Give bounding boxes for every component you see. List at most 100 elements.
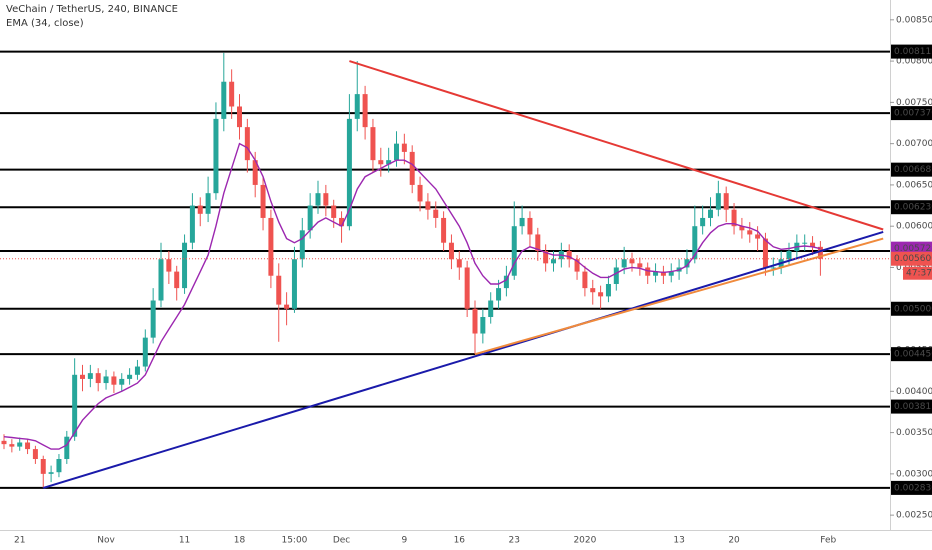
candle-body xyxy=(817,246,823,259)
candle-body xyxy=(103,376,109,384)
candle-body xyxy=(786,250,792,260)
x-tick-label: 21 xyxy=(14,536,25,546)
candle-body xyxy=(731,209,737,227)
candle-body xyxy=(535,234,541,251)
candle-body xyxy=(87,373,93,379)
level-box xyxy=(891,162,932,177)
candle-body xyxy=(205,193,211,214)
candle-body xyxy=(362,94,368,128)
candle-body xyxy=(645,267,651,276)
candle-body xyxy=(417,184,423,202)
candle-body xyxy=(441,217,447,243)
level-box xyxy=(891,480,932,495)
candle-body xyxy=(260,184,266,218)
candle-body xyxy=(111,376,117,385)
candle-body xyxy=(692,226,698,260)
level-box xyxy=(891,301,932,316)
candle-body xyxy=(637,263,643,268)
candle-body xyxy=(472,308,478,334)
candle-body xyxy=(386,160,392,165)
last-price-label: 0.005606 xyxy=(894,254,932,264)
level-label: 0.003815 xyxy=(894,402,932,412)
candle-body xyxy=(605,283,611,297)
candle-body xyxy=(284,304,290,309)
candle-body xyxy=(354,94,360,119)
candle-body xyxy=(425,201,431,210)
candle-body xyxy=(582,271,588,289)
x-tick-label: Feb xyxy=(820,536,836,546)
candle-body xyxy=(48,472,54,474)
candle-body xyxy=(747,230,753,235)
candle-body xyxy=(401,143,407,152)
candle-body xyxy=(307,205,313,231)
ema-value-label: 0.005728 xyxy=(894,244,932,254)
plot xyxy=(0,50,890,489)
x-tick-label: 13 xyxy=(673,536,684,546)
candle-body xyxy=(739,226,745,231)
candle-body xyxy=(629,259,635,264)
candle-body xyxy=(543,250,549,264)
level-box xyxy=(891,44,932,59)
candle-body xyxy=(150,300,156,338)
candle-body xyxy=(700,217,706,227)
candle-body xyxy=(464,267,470,309)
candle-body xyxy=(668,271,674,276)
candle-body xyxy=(770,267,776,269)
candle-body xyxy=(331,205,337,218)
countdown-box xyxy=(903,266,932,280)
candle-body xyxy=(511,226,517,276)
candle-body xyxy=(394,143,399,161)
candle-body xyxy=(1,440,7,445)
candle-body xyxy=(339,217,345,227)
candle-body xyxy=(590,288,596,293)
ema-line xyxy=(3,142,821,450)
candle-body xyxy=(134,366,140,375)
candle-body xyxy=(519,217,525,227)
x-tick-label: 15:00 xyxy=(281,536,307,546)
candle-body xyxy=(660,271,666,276)
candle-body xyxy=(142,337,148,367)
candle-body xyxy=(409,151,415,185)
candle-body xyxy=(802,242,808,244)
candle-body xyxy=(480,317,486,334)
candle-body xyxy=(56,459,62,473)
candle-body xyxy=(95,373,101,384)
last-price-box xyxy=(891,251,932,266)
x-tick-label: 11 xyxy=(179,536,190,546)
x-tick-label: 2020 xyxy=(573,536,596,546)
candle-body xyxy=(166,259,172,272)
level-box xyxy=(891,347,932,362)
candle-body xyxy=(762,238,768,268)
candle-body xyxy=(40,459,46,474)
candle-body xyxy=(9,444,15,447)
trend-line xyxy=(349,60,884,231)
candle-body xyxy=(715,193,721,210)
candle-body xyxy=(708,209,713,218)
candle-body xyxy=(810,242,816,247)
level-label: 0.006685 xyxy=(894,165,932,175)
candle-body xyxy=(268,217,274,276)
candle-body xyxy=(653,271,659,276)
candle-body xyxy=(346,118,352,227)
candle-body xyxy=(456,259,462,268)
candle-body xyxy=(621,259,627,268)
countdown: 47:37 xyxy=(906,269,932,279)
x-tick-label: 23 xyxy=(509,536,520,546)
candle-body xyxy=(378,160,384,165)
x-tick-label: 16 xyxy=(454,536,466,546)
candle-body xyxy=(197,205,203,214)
level-box xyxy=(891,200,932,215)
candle-body xyxy=(598,292,604,297)
candle-body xyxy=(291,259,297,309)
candle-body xyxy=(182,242,188,289)
